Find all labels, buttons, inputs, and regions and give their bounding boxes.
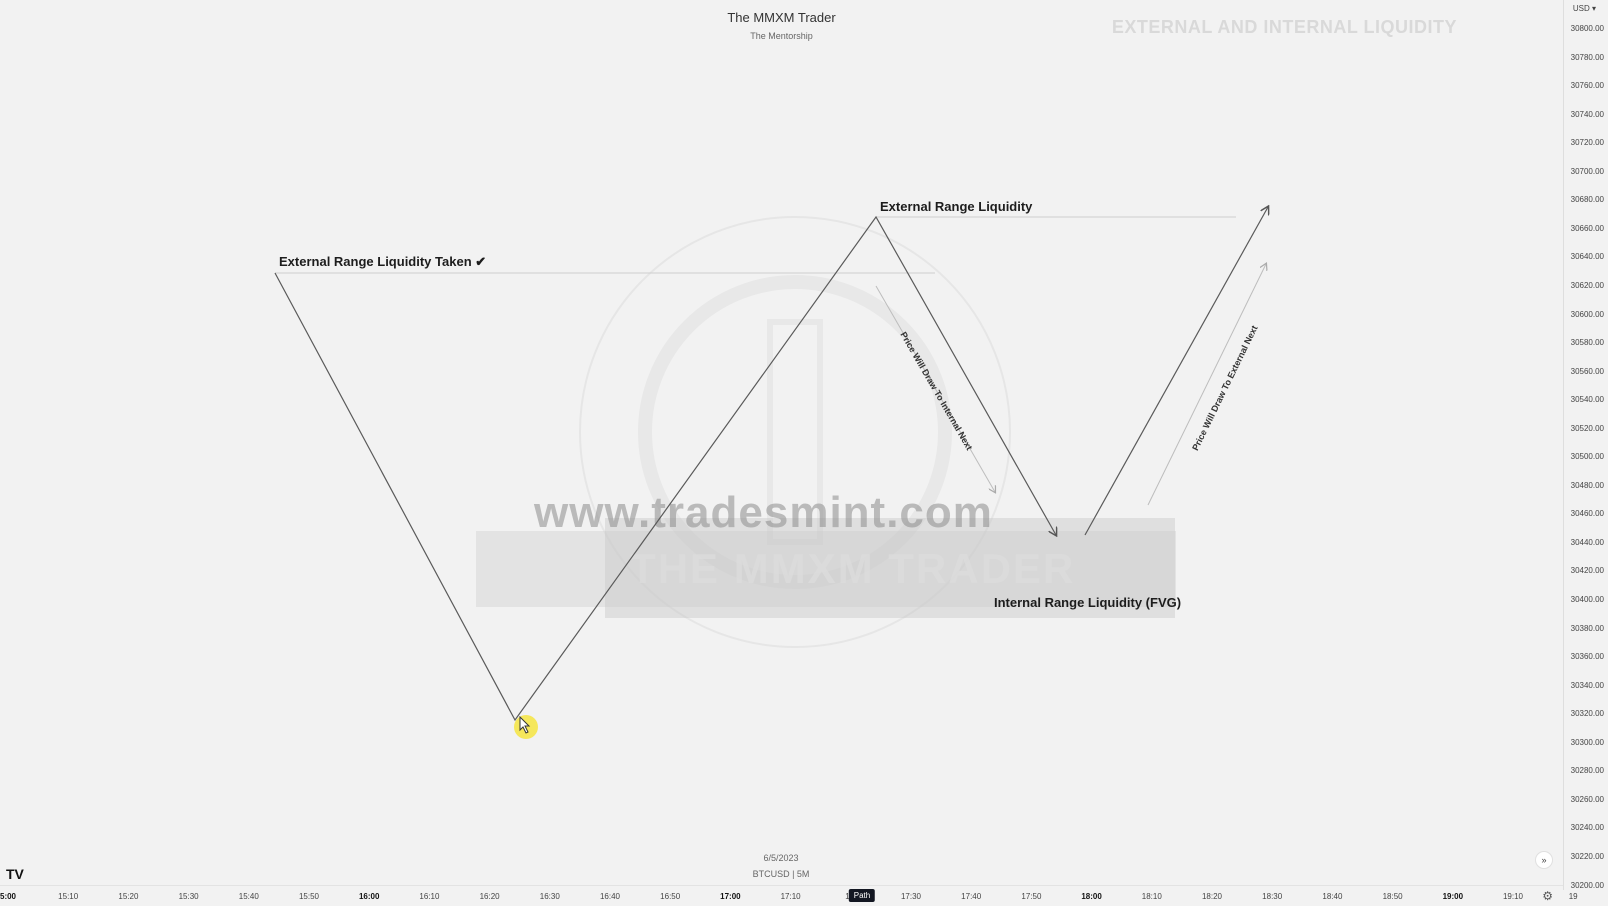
time-tick-label: 18:40 [1322, 892, 1343, 901]
price-tick-label: 30480.00 [1570, 480, 1604, 490]
price-tick-label: 30640.00 [1570, 252, 1604, 262]
slide-title: EXTERNAL AND INTERNAL LIQUIDITY [1111, 17, 1457, 37]
price-tick-label: 30660.00 [1570, 223, 1604, 233]
time-tick-label: 17:40 [961, 892, 982, 901]
price-tick-label: 30740.00 [1570, 109, 1604, 119]
price-tick-label: 30500.00 [1570, 452, 1604, 462]
price-tick-label: 30260.00 [1570, 794, 1604, 804]
time-axis[interactable]: 5:00 15:10 15:20 15:30 15:40 15:50 16:00 16:10 1… [0, 885, 1578, 906]
price-tick-label: 30400.00 [1570, 595, 1604, 604]
time-tick-label: 15:30 [178, 892, 199, 901]
price-tick-label: 30300.00 [1570, 737, 1604, 747]
time-tick-label: 18:20 [1201, 892, 1223, 901]
price-tick-label: 30780.00 [1570, 52, 1604, 62]
price-tick-label: 30360.00 [1570, 652, 1604, 662]
price-tick-label: 30280.00 [1570, 766, 1604, 776]
price-path-line[interactable] [274, 215, 1056, 722]
time-tick-label: 16:10 [419, 892, 440, 901]
time-tick-label: 16:50 [660, 892, 681, 901]
price-tick-label: 30340.00 [1570, 680, 1604, 690]
time-tick-label: 19:00 [1442, 892, 1464, 901]
time-tick-label: 17:30 [900, 892, 922, 901]
draw-internal-arrow[interactable] [875, 285, 995, 492]
time-tick-label: 15:20 [118, 892, 139, 901]
footer-symbol: BTCUSD | 5M [752, 869, 810, 879]
erl-label[interactable]: External Range Liquidity [880, 199, 1033, 214]
price-tick-label: 30680.00 [1570, 195, 1604, 205]
price-tick-label: 30580.00 [1570, 338, 1604, 348]
draw-external-arrow[interactable] [1147, 264, 1266, 506]
price-tick-label: 30240.00 [1570, 823, 1604, 833]
time-tick-label: 17:50 [1021, 892, 1042, 901]
time-tick-label: 16:00 [358, 892, 380, 901]
time-tick-label: 15:10 [58, 892, 79, 901]
price-tick-label: 30760.00 [1570, 81, 1604, 91]
mouse-cursor-icon [519, 716, 531, 734]
watermark-url: www.tradesmint.com [534, 488, 993, 537]
price-tick-label: 30520.00 [1570, 423, 1604, 433]
watermark-emblem [579, 216, 1011, 648]
price-tick-label: 30420.00 [1570, 566, 1604, 576]
price-tick-label: 30560.00 [1570, 366, 1604, 376]
drawing-layer [274, 0, 1563, 722]
time-tick-label: 17:10 [780, 892, 801, 901]
crosshair-time-badge: Path [848, 889, 876, 902]
footer-date: 6/5/2023 [763, 853, 799, 863]
time-tick-label: 17:00 [720, 892, 741, 901]
time-tick-label: 18:00 [1081, 892, 1102, 901]
price-tick-label: 30800.00 [1570, 24, 1604, 33]
price-axis[interactable]: USD ▾ 30800.00 30780.00 30760.00 30740.00 30… [1563, 0, 1608, 890]
time-tick-label: 16:20 [479, 892, 500, 901]
watermark-band-inner [605, 518, 1175, 618]
time-tick-label: 18:30 [1262, 892, 1283, 901]
watermark-brand: THE MMXM TRADER [630, 545, 1076, 592]
tradingview-logo-icon[interactable]: TV [6, 866, 24, 882]
scroll-to-realtime-button[interactable]: » [1535, 851, 1553, 869]
price-path-projection[interactable] [1084, 207, 1268, 536]
irl-label[interactable]: Internal Range Liquidity (FVG) [994, 595, 1182, 610]
time-tick-label: 15:50 [298, 892, 320, 901]
time-tick-label: 18:50 [1382, 892, 1403, 901]
price-tick-label: 30460.00 [1570, 509, 1604, 519]
watermark-band [476, 531, 1176, 607]
price-tick-label: 30620.00 [1570, 280, 1604, 290]
price-tick-label: 30700.00 [1570, 166, 1604, 176]
price-tick-label: 30720.00 [1570, 138, 1604, 148]
time-tick-label: 19:10 [1502, 892, 1524, 901]
price-tick-label: 30600.00 [1570, 309, 1604, 319]
currency-selector[interactable]: USD ▾ [1572, 4, 1596, 13]
time-tick-label: 16:30 [539, 892, 560, 901]
time-tick-label: 5:00 [0, 892, 17, 901]
price-tick-label: 30540.00 [1570, 395, 1604, 405]
erl-taken-label[interactable]: External Range Liquidity Taken ✔ [279, 254, 487, 269]
chart-subtitle: The Mentorship [750, 31, 813, 41]
time-tick-label: 15:40 [238, 892, 259, 901]
chart-area[interactable]: The MMXM Trader The Mentorship EXTERNAL … [0, 0, 1563, 890]
time-tick-label: 19 [1568, 892, 1578, 901]
time-tick-label: 18:10 [1141, 892, 1162, 901]
price-tick-label: 30320.00 [1570, 709, 1604, 719]
time-tick-label: 16:40 [599, 892, 621, 901]
chart-title: The MMXM Trader [727, 10, 836, 25]
price-tick-label: 30440.00 [1570, 537, 1604, 547]
price-tick-label: 30220.00 [1570, 851, 1604, 861]
settings-gear-icon[interactable]: ⚙ [1542, 889, 1553, 903]
price-tick-label: 30200.00 [1570, 880, 1604, 890]
price-tick-label: 30380.00 [1570, 623, 1604, 633]
